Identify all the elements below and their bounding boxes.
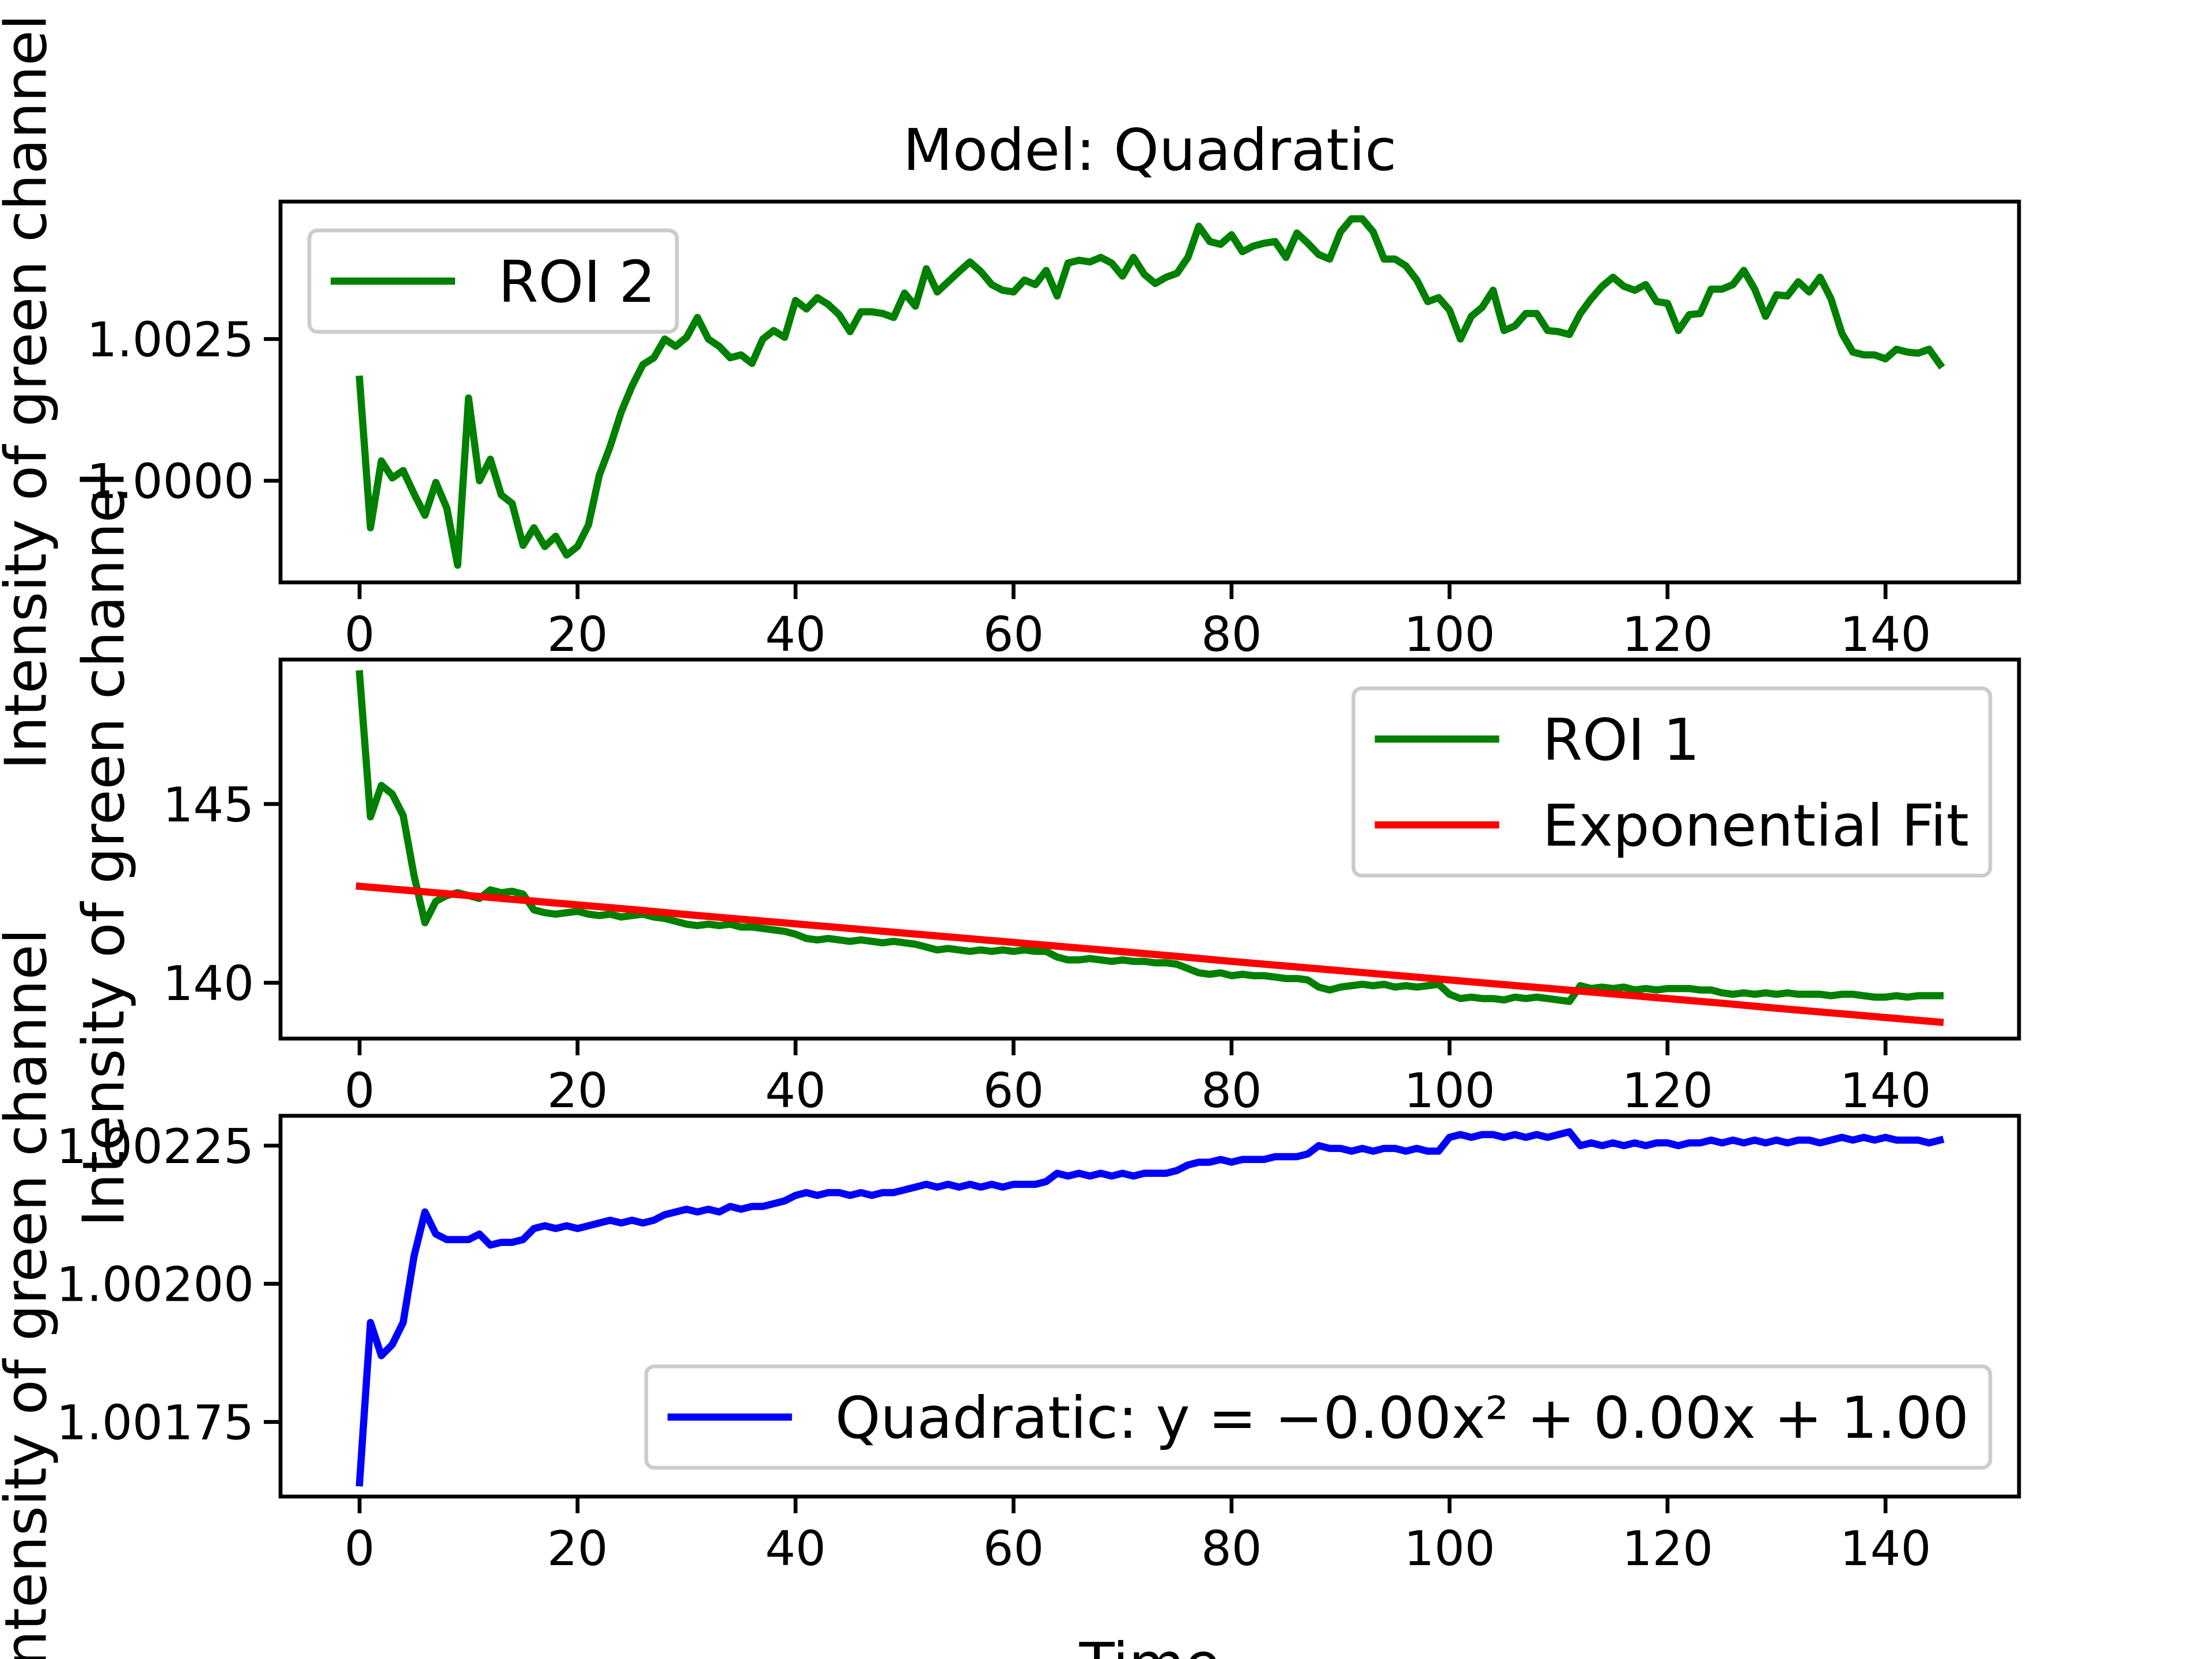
- x-tick-label: 40: [765, 1063, 826, 1119]
- legend-label: ROI 2: [498, 248, 656, 316]
- y-tick-label: 140: [163, 956, 254, 1012]
- legend: ROI 1 Exponential Fit: [1351, 686, 1993, 878]
- y-tick-label: 145: [163, 777, 254, 833]
- x-tick-label: 100: [1404, 607, 1495, 662]
- y-axis-label: Intensity of green channel: [0, 14, 60, 770]
- axes-frame: [278, 199, 2021, 585]
- y-tick-label: 1.00175: [56, 1395, 254, 1450]
- data-line: [355, 670, 1944, 1005]
- y-tick-label: 1.00200: [56, 1257, 254, 1313]
- legend-frame: [1351, 686, 1993, 878]
- legend: Quadratic: y = −0.00x² + 0.00x + 1.00: [644, 1364, 1993, 1470]
- x-tick-label: 120: [1622, 1521, 1713, 1577]
- x-tick-label: 80: [1201, 1521, 1262, 1577]
- y-axis-label: Intensity of green channel: [70, 471, 138, 1227]
- legend-label: Quadratic: y = −0.00x² + 0.00x + 1.00: [835, 1384, 1969, 1452]
- axes-frame: [278, 657, 2021, 1041]
- data-line: [355, 215, 1945, 569]
- x-tick-label: 20: [547, 607, 608, 662]
- x-tick-label: 140: [1840, 1521, 1931, 1577]
- y-tick-label: 1.00225: [56, 1119, 254, 1175]
- x-tick-label: 40: [765, 607, 826, 662]
- legend: ROI 2: [307, 228, 679, 334]
- x-axis-label: Time: [1079, 1630, 1221, 1659]
- x-tick-label: 60: [983, 1063, 1044, 1119]
- x-tick-label: 100: [1404, 1063, 1495, 1119]
- x-tick-label: 20: [547, 1063, 608, 1119]
- x-tick-label: 20: [547, 1521, 608, 1577]
- data-line: [355, 1128, 1945, 1487]
- chart-title: Model: Quadratic: [903, 116, 1397, 184]
- x-tick-label: 60: [983, 607, 1044, 662]
- y-tick-label: 1.0000: [87, 454, 254, 510]
- legend-frame: [644, 1364, 1993, 1470]
- x-tick-label: 0: [344, 607, 375, 662]
- axes-frame: [278, 1113, 2021, 1499]
- y-axis-label: Intensity of green channel: [0, 929, 60, 1659]
- x-tick-label: 40: [765, 1521, 826, 1577]
- x-tick-label: 60: [983, 1521, 1044, 1577]
- x-tick-label: 120: [1622, 1063, 1713, 1119]
- legend-label: ROI 1: [1543, 706, 1700, 774]
- legend-frame: [307, 228, 679, 334]
- x-tick-label: 80: [1201, 1063, 1262, 1119]
- x-tick-label: 140: [1840, 607, 1931, 662]
- y-tick-label: 1.0025: [87, 312, 254, 368]
- legend-label: Exponential Fit: [1543, 792, 1969, 859]
- x-tick-label: 120: [1622, 607, 1713, 662]
- x-tick-label: 100: [1404, 1521, 1495, 1577]
- x-tick-label: 0: [344, 1521, 375, 1577]
- x-tick-label: 80: [1201, 607, 1262, 662]
- data-line: [355, 882, 1944, 1027]
- x-tick-label: 0: [344, 1063, 375, 1119]
- x-tick-label: 140: [1840, 1063, 1931, 1119]
